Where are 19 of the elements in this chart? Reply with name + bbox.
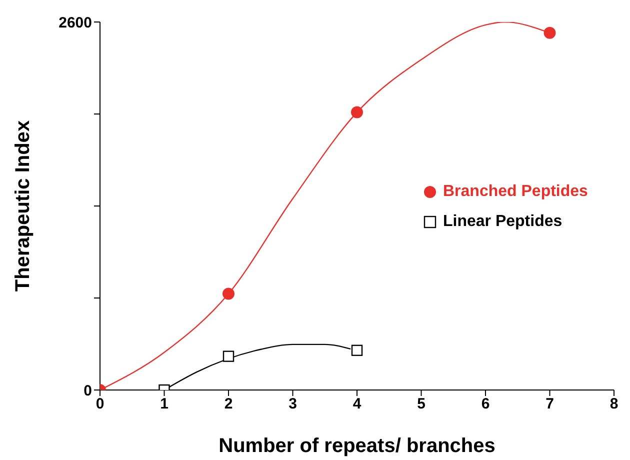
point: [222, 350, 234, 362]
x-tick-label: 0: [96, 396, 104, 413]
point: [222, 288, 234, 300]
x-tick-label: 7: [546, 396, 554, 413]
x-tick-label: 6: [481, 396, 490, 413]
y-tick-label: 2600: [58, 14, 92, 32]
x-tick-label: 2: [224, 396, 233, 413]
x-tick-label: 1: [160, 396, 168, 413]
x-tick-label: 8: [610, 396, 618, 413]
y-axis-title: Therapeutic Index: [12, 120, 34, 292]
x-tick-label: 4: [352, 396, 362, 413]
point: [351, 344, 363, 356]
x-tick-label: 3: [288, 396, 297, 413]
x-tick-label: 5: [417, 396, 426, 413]
legend-label: Linear Peptides: [443, 213, 562, 231]
x-axis-title: Number of repeats/ branches: [218, 435, 496, 457]
legend-label: Branched Peptides: [443, 183, 588, 201]
point: [544, 26, 556, 39]
point: [351, 106, 363, 118]
